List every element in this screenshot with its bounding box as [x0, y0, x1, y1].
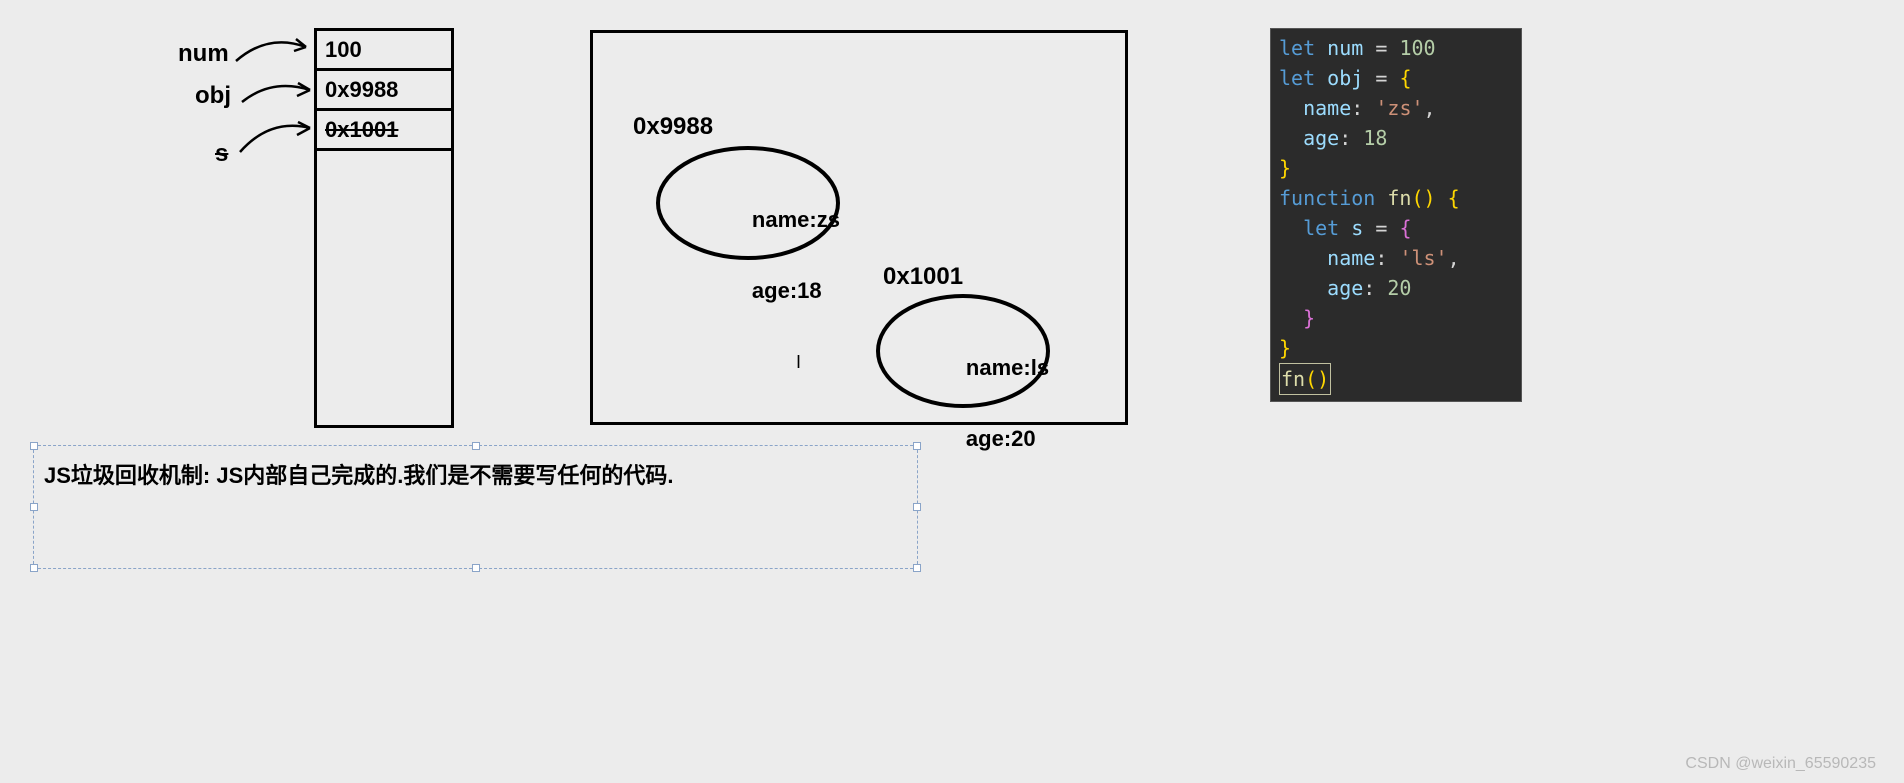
stack-cell-0: 100 [317, 31, 451, 71]
heap-object-2: name:ls age:20 [873, 291, 1053, 411]
heap-addr-2: 0x1001 [883, 263, 963, 291]
code-line-12: fn() [1279, 363, 1513, 395]
heap-addr-1: 0x9988 [633, 113, 713, 141]
stack-label-s: s [215, 140, 228, 168]
resize-handle-se[interactable] [913, 564, 921, 572]
stack-memory-box: 100 0x9988 0x1001 [314, 28, 454, 428]
diagram-canvas: num obj s 100 0x9988 0x1001 0x9988 name:… [0, 0, 1904, 783]
code-line-5: } [1279, 153, 1513, 183]
watermark-text: CSDN @weixin_65590235 [1685, 755, 1876, 773]
stack-cell-1: 0x9988 [317, 71, 451, 111]
resize-handle-s[interactable] [472, 564, 480, 572]
code-line-6: function fn() { [1279, 183, 1513, 213]
code-line-8: name: 'ls', [1279, 243, 1513, 273]
code-line-10: } [1279, 303, 1513, 333]
heap-memory-box: 0x9988 name:zs age:18 0x1001 name:ls age… [590, 30, 1128, 425]
stack-label-num: num [178, 40, 229, 68]
code-line-7: let s = { [1279, 213, 1513, 243]
heap-obj1-line1: name:zs [752, 207, 840, 232]
stack-label-obj: obj [195, 82, 231, 110]
resize-handle-e[interactable] [913, 503, 921, 511]
code-line-9: age: 20 [1279, 273, 1513, 303]
code-editor-panel: let num = 100 let obj = { name: 'zs', ag… [1270, 28, 1522, 402]
arrow-obj [236, 72, 318, 112]
heap-obj2-line2: age:20 [966, 426, 1036, 451]
text-cursor-icon: I [796, 352, 801, 373]
resize-handle-nw[interactable] [30, 442, 38, 450]
code-line-4: age: 18 [1279, 123, 1513, 153]
heap-obj1-line2: age:18 [752, 278, 822, 303]
arrow-num [228, 25, 318, 70]
arrow-s [234, 110, 318, 158]
code-line-2: let obj = { [1279, 63, 1513, 93]
code-line-1: let num = 100 [1279, 33, 1513, 63]
code-line-3: name: 'zs', [1279, 93, 1513, 123]
code-line-11: } [1279, 333, 1513, 363]
heap-obj2-line1: name:ls [966, 355, 1049, 380]
heap-object-1: name:zs age:18 [653, 143, 843, 263]
resize-handle-w[interactable] [30, 503, 38, 511]
resize-handle-n[interactable] [472, 442, 480, 450]
resize-handle-ne[interactable] [913, 442, 921, 450]
stack-cell-2: 0x1001 [317, 111, 451, 151]
resize-handle-sw[interactable] [30, 564, 38, 572]
caption-text: JS垃圾回收机制: JS内部自己完成的.我们是不需要写任何的代码. [34, 446, 917, 502]
caption-textbox[interactable]: JS垃圾回收机制: JS内部自己完成的.我们是不需要写任何的代码. [33, 445, 918, 569]
